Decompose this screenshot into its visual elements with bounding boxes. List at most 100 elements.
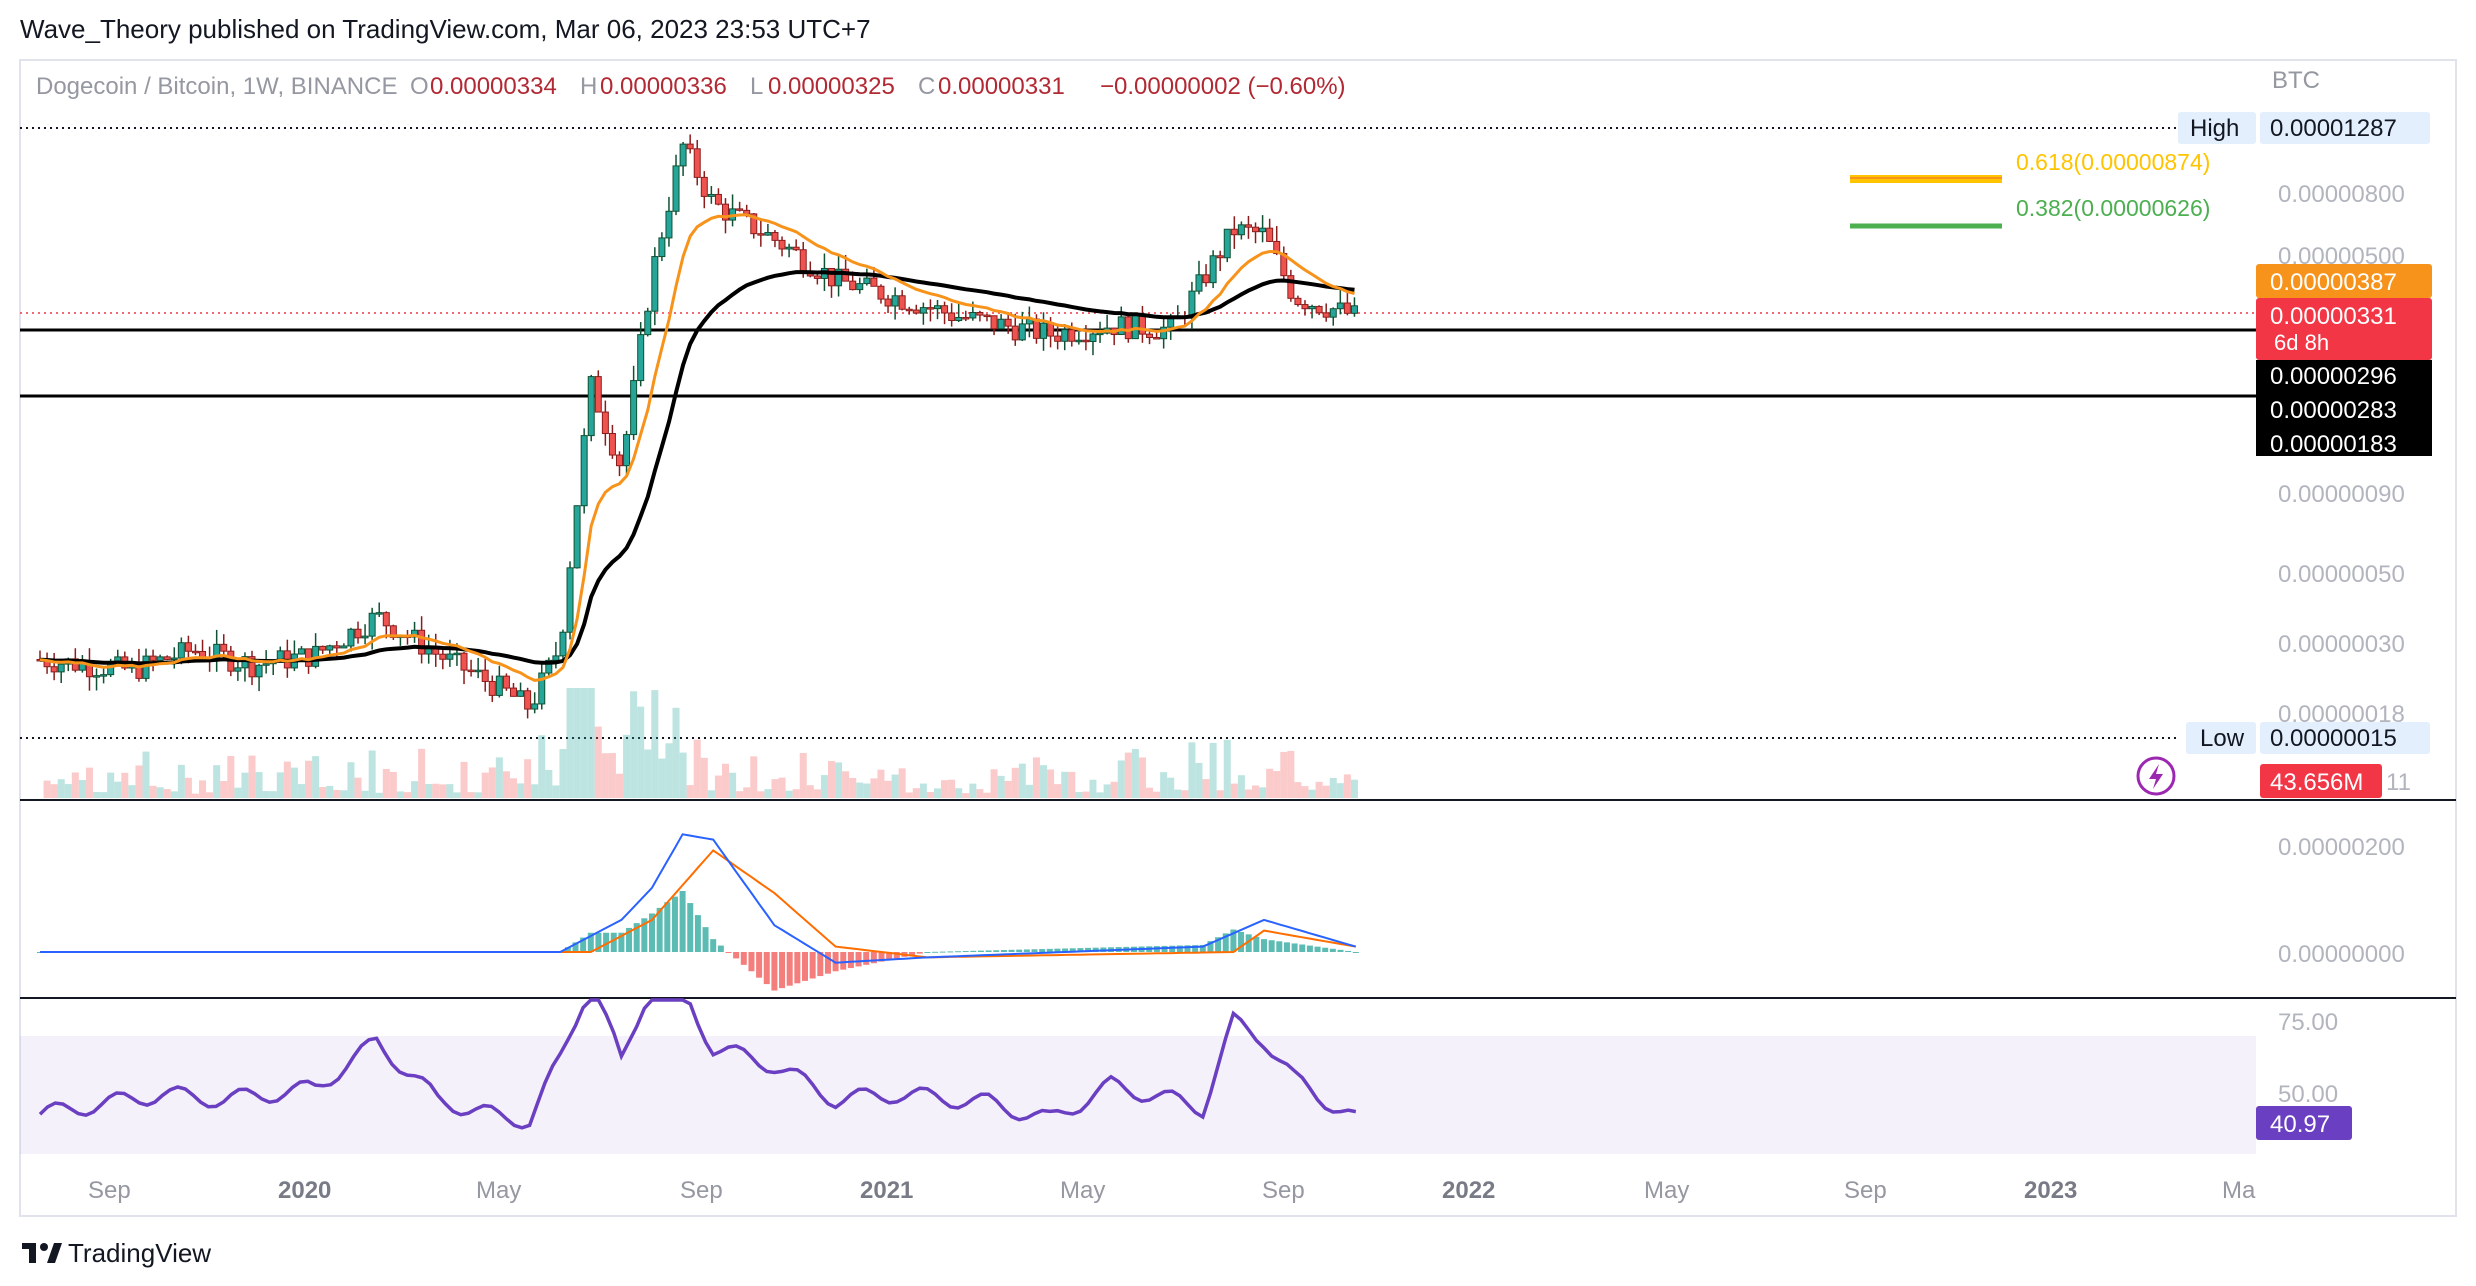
candle-body xyxy=(439,653,447,660)
high-value-bg xyxy=(2260,112,2430,144)
candle-body xyxy=(50,666,58,673)
macd-histogram-bar xyxy=(633,923,640,952)
candle-body xyxy=(467,669,475,673)
time-axis-label: Sep xyxy=(1262,1177,1305,1204)
volume-bar xyxy=(170,791,178,798)
macd-histogram-bar xyxy=(1238,931,1245,952)
volume-bar xyxy=(1230,783,1238,798)
volume-bar xyxy=(566,688,574,798)
volume-bar xyxy=(248,755,256,798)
candle-body xyxy=(340,645,348,649)
volume-bar xyxy=(163,789,171,798)
candle-body xyxy=(573,505,581,569)
time-axis-label: May xyxy=(476,1177,521,1204)
time-axis[interactable]: Sep 2020 May Sep 2021 May Sep 2022 May S… xyxy=(88,1177,2256,1204)
macd-histogram-bar xyxy=(993,950,1000,952)
candle-body xyxy=(255,664,263,678)
volume-bar xyxy=(495,757,503,798)
volume-bar xyxy=(1322,785,1330,798)
volume-bar xyxy=(813,789,821,798)
volume-bar xyxy=(1153,791,1161,798)
volume-bar xyxy=(361,790,369,798)
candle-body xyxy=(644,310,652,336)
candle-body xyxy=(976,311,984,316)
volume-bar xyxy=(891,774,899,798)
volume-bar xyxy=(1195,762,1203,798)
macd-histogram-bar xyxy=(847,952,854,969)
macd-histogram-bar xyxy=(878,952,885,962)
candle-body xyxy=(700,176,708,197)
change-value: −0.00000002 (−0.60%) xyxy=(1100,73,1346,100)
candle-body xyxy=(234,667,242,672)
volume-bar xyxy=(672,707,680,798)
volume-bar xyxy=(326,785,334,798)
volume-bar xyxy=(630,691,638,798)
candle-body xyxy=(57,663,65,673)
volume-bar xyxy=(1124,752,1132,798)
candle-body xyxy=(509,687,517,697)
time-axis-label: 2021 xyxy=(860,1177,913,1204)
volume-bar xyxy=(57,779,65,798)
volume-bar xyxy=(898,768,906,798)
open-value: 0.00000334 xyxy=(430,73,557,100)
volume-bar xyxy=(1266,768,1274,798)
volume-bar xyxy=(1209,742,1217,798)
volume-bar xyxy=(425,783,433,798)
candle-body xyxy=(262,663,270,666)
macd-histogram-bar xyxy=(649,913,655,952)
macd-histogram-bar xyxy=(786,952,793,986)
lightning-icon[interactable] xyxy=(2136,756,2176,796)
volume-bar xyxy=(418,748,426,798)
candle-body xyxy=(1301,304,1309,310)
macd-histogram-bar xyxy=(824,952,831,974)
macd-histogram-bar xyxy=(1322,947,1329,952)
volume-bar xyxy=(114,781,122,798)
candle-body xyxy=(1188,290,1196,319)
candle-body xyxy=(856,283,864,291)
candle-body xyxy=(460,652,468,671)
candle-body xyxy=(672,165,680,212)
candle-body xyxy=(1146,333,1154,338)
candle-body xyxy=(347,628,355,647)
candle-body xyxy=(163,656,171,660)
volume-bar xyxy=(460,761,468,798)
macd-histogram-bar xyxy=(1008,949,1015,952)
volume-bar xyxy=(283,761,291,798)
macd-histogram-bar xyxy=(702,927,709,952)
candle-body xyxy=(679,143,687,167)
candle-body xyxy=(983,314,991,318)
candle-body xyxy=(1230,228,1238,236)
ema50-badge: 0.00000387 xyxy=(2270,269,2397,296)
volume-bar xyxy=(149,785,157,798)
candle-body xyxy=(955,316,963,322)
volume-bar xyxy=(658,758,666,798)
volume-bar xyxy=(644,749,652,798)
volume-bar xyxy=(453,792,461,798)
volume-tail: 11 xyxy=(2386,769,2411,796)
macd-histogram-bar xyxy=(1176,945,1183,952)
volume-bar xyxy=(835,762,843,798)
volume-bar xyxy=(199,780,207,798)
candles xyxy=(36,134,1358,719)
volume-bar xyxy=(1188,742,1196,798)
price-axis-label: 0.00000800 xyxy=(2278,181,2405,208)
volume-bar xyxy=(1068,771,1076,798)
candle-body xyxy=(1096,332,1104,336)
candle-body xyxy=(828,267,836,287)
volume-bar xyxy=(1273,771,1281,798)
candle-body xyxy=(502,675,510,689)
tradingview-logo[interactable]: TradingView xyxy=(22,1238,211,1268)
volume-bar xyxy=(1287,750,1295,798)
volume-bar xyxy=(517,783,525,798)
symbol-name: Dogecoin / Bitcoin, 1W, BINANCE xyxy=(36,73,397,100)
level-badge-3: 0.00000183 xyxy=(2270,431,2397,458)
volume-bar xyxy=(792,789,800,798)
volume-bar xyxy=(50,784,58,798)
time-axis-label: Sep xyxy=(680,1177,723,1204)
volume-bar xyxy=(43,780,51,798)
candle-body xyxy=(559,631,567,657)
volume-bar xyxy=(729,772,737,798)
symbol-legend[interactable]: Dogecoin / Bitcoin, 1W, BINANCE O 0.0000… xyxy=(36,73,1346,100)
volume-bar xyxy=(1103,784,1111,798)
